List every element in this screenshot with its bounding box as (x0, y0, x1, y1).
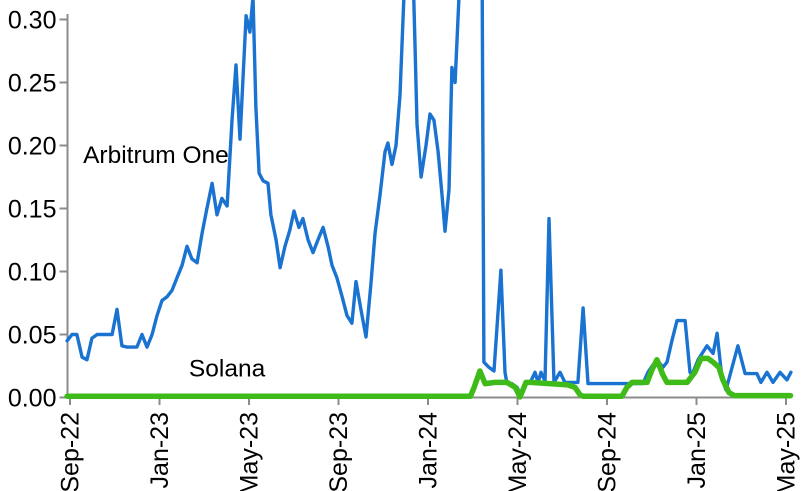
y-tick-label: 0.30 (8, 6, 57, 34)
x-tick-label: May-24 (504, 412, 532, 491)
series-label-arbitrum-one: Arbitrum One (83, 142, 229, 169)
y-tick-label: 0.15 (8, 195, 57, 223)
y-tick-label: 0.00 (8, 384, 57, 412)
x-tick-label: Sep-24 (593, 412, 621, 491)
y-tick-label: 0.25 (8, 69, 57, 97)
y-tick-label: 0.20 (8, 132, 57, 160)
series-line-solana (64, 355, 794, 400)
x-tick-label: May-25 (772, 412, 800, 491)
series-line-arbitrum-one (65, 0, 793, 398)
series-label-solana: Solana (189, 356, 266, 383)
y-tick-label: 0.05 (8, 321, 57, 349)
x-tick-label: Jan-23 (146, 412, 174, 488)
y-tick-label: 0.10 (8, 258, 57, 286)
x-tick-label: Sep-23 (325, 412, 353, 491)
x-tick-label: Jan-25 (683, 412, 711, 488)
x-tick-label: Jan-24 (414, 412, 442, 489)
x-tick-label: Sep-22 (56, 412, 84, 491)
x-tick-label: May-23 (235, 412, 263, 491)
